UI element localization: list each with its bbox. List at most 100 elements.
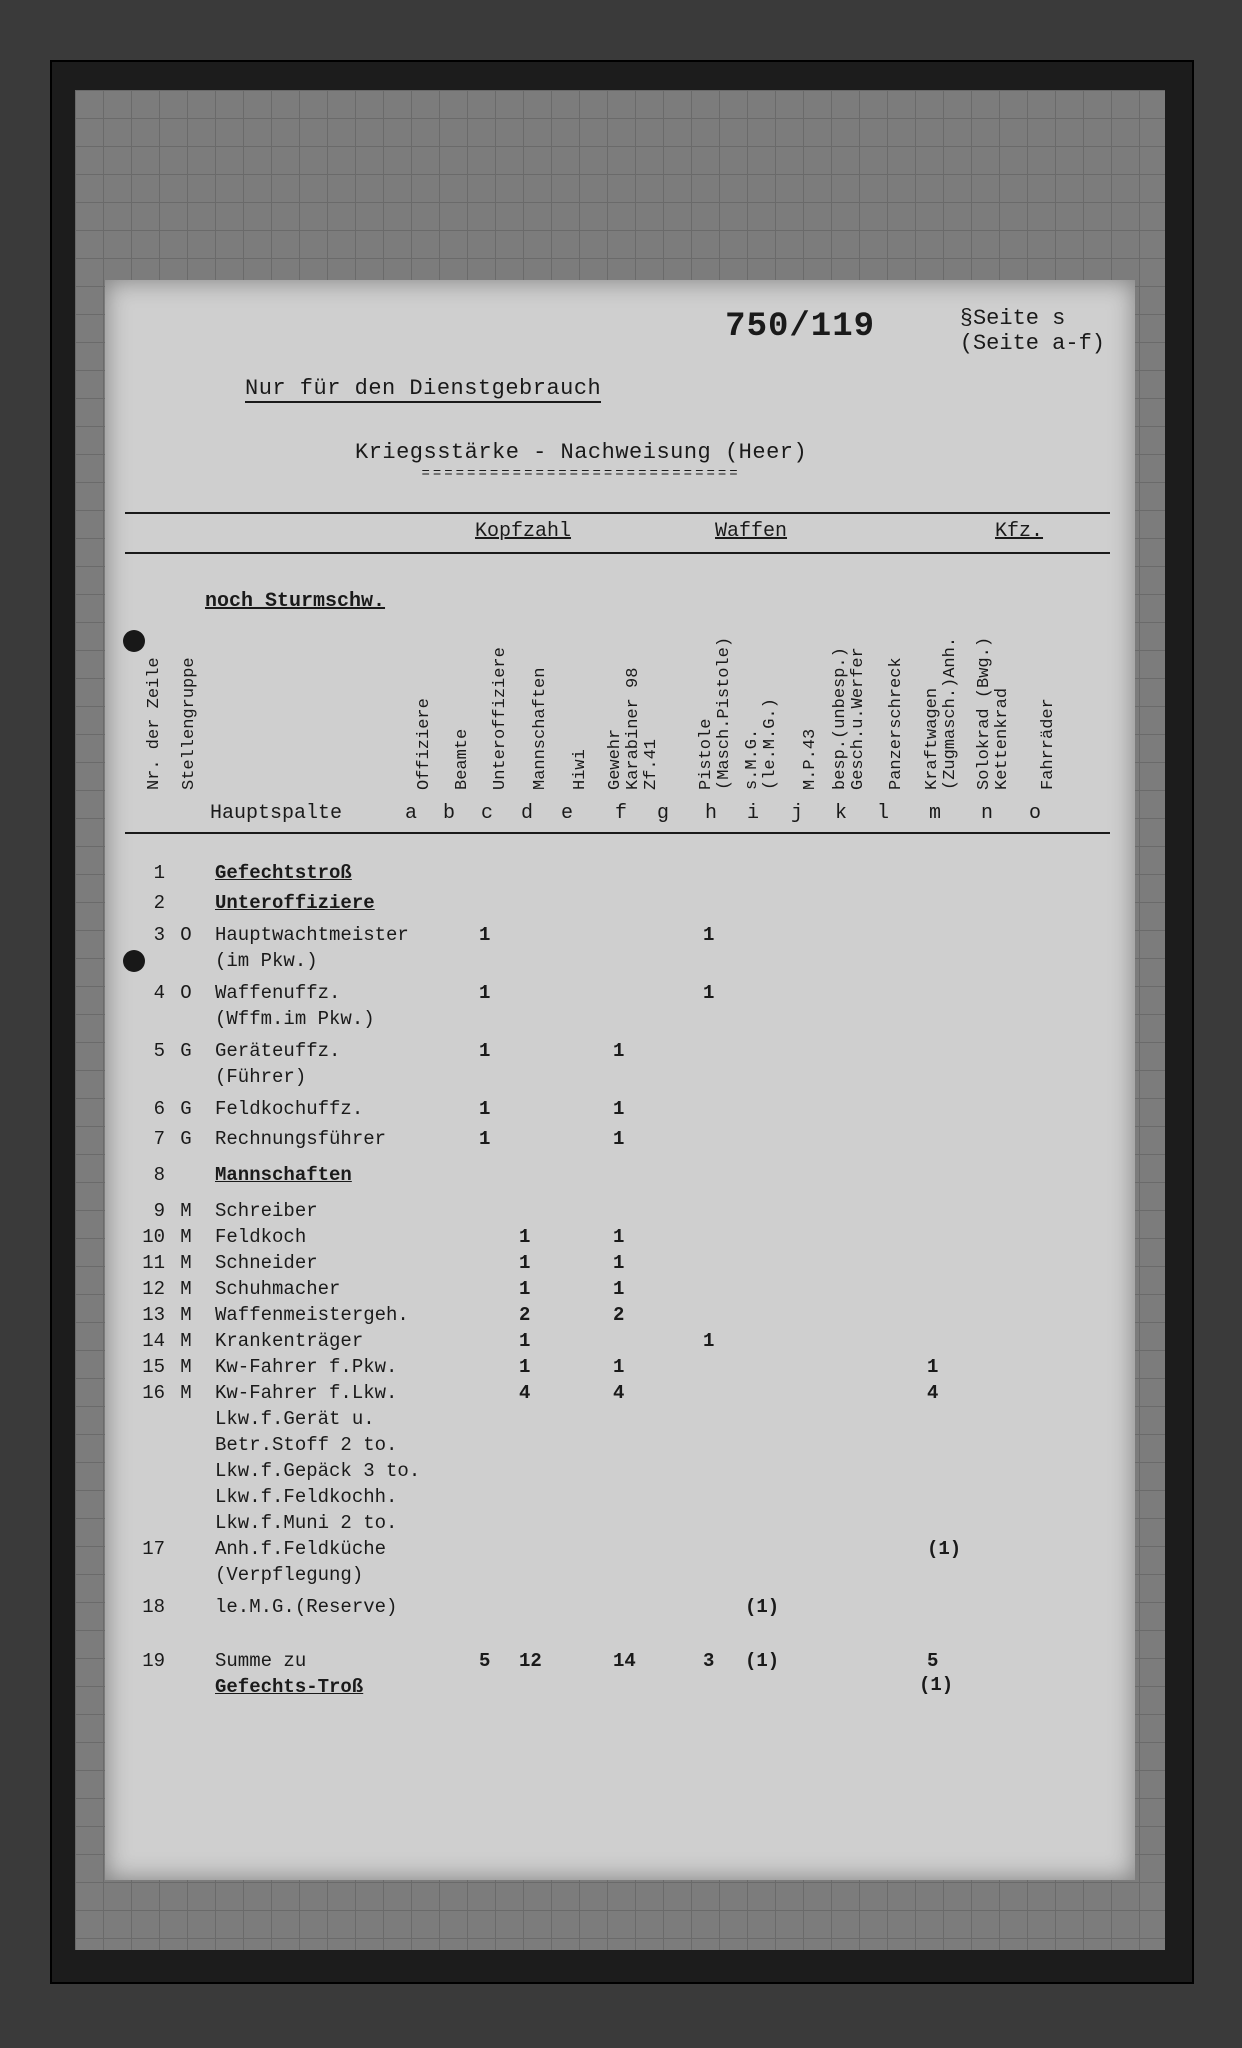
cell-m: 1 (927, 1356, 938, 1378)
cell-c: 1 (479, 1098, 490, 1120)
table-row: Lkw.f.Gepäck 3 to. (130, 1460, 420, 1482)
table-row: 19Summe zu (130, 1650, 306, 1672)
title-text: Kriegsstärke - Nachweisung (Heer) (355, 440, 807, 465)
document-paper: 750/119 §Seite s (Seite a-f) Nur für den… (105, 280, 1135, 1880)
cell-d: 4 (519, 1382, 530, 1404)
table-row: 10MFeldkoch (130, 1226, 306, 1248)
col-a: Offiziere (415, 698, 434, 790)
cell-m: 5 (927, 1650, 938, 1672)
row-desc: Kw-Fahrer f.Lkw. (215, 1382, 397, 1404)
cell-f: 1 (613, 1128, 624, 1150)
col-n-1: Solokrad (Bwg.) (975, 637, 994, 790)
row-desc: Waffenmeistergeh. (215, 1304, 409, 1326)
row-desc: Feldkochuffz. (215, 1098, 363, 1120)
col-letter-k: k (835, 802, 847, 825)
row-number: 3 (130, 924, 165, 946)
table-row: 1Gefechtstroß (130, 862, 352, 884)
row-sub: (im Pkw.) (130, 950, 318, 972)
cell-m2: (1) (919, 1674, 953, 1696)
col-l: Panzerschreck (887, 657, 906, 790)
row-desc: Hauptwachtmeister (215, 924, 409, 946)
rule-line (125, 832, 1110, 834)
rule-line (125, 512, 1110, 514)
row-group: G (171, 1098, 201, 1120)
cell-d: 1 (519, 1252, 530, 1274)
row-number: 7 (130, 1128, 165, 1150)
table-row: Lkw.f.Muni 2 to. (130, 1512, 397, 1534)
row-number: 2 (130, 892, 165, 914)
table-row: 3O Hauptwachtmeister (130, 924, 409, 946)
col-letter-m: m (929, 802, 941, 825)
table-row: 13MWaffenmeistergeh. (130, 1304, 409, 1326)
cell-m: (1) (927, 1538, 961, 1560)
row-number: 1 (130, 862, 165, 884)
cell-c: 1 (479, 1040, 490, 1062)
row-group: M (171, 1278, 201, 1300)
cell-c: 1 (479, 924, 490, 946)
col-i: M.P.43 (801, 729, 820, 790)
cell-f: 1 (613, 1040, 624, 1062)
row-desc: Schuhmacher (215, 1278, 340, 1300)
cell-d: 1 (519, 1278, 530, 1300)
title-underline: ============================ (355, 466, 807, 482)
row-number: 16 (130, 1382, 165, 1404)
row-group: O (171, 982, 201, 1004)
cell-d: 12 (519, 1650, 542, 1672)
cell-f: 1 (613, 1098, 624, 1120)
row-sub: (Führer) (130, 1066, 306, 1088)
table-row: 15MKw-Fahrer f.Pkw. (130, 1356, 397, 1378)
col-letter-a: a (405, 802, 417, 825)
row-group: M (171, 1330, 201, 1352)
row-number: 12 (130, 1278, 165, 1300)
col-f-1: Gewehr (607, 729, 624, 790)
rule-line (125, 552, 1110, 554)
col-letter-c: c (481, 802, 493, 825)
section-label: noch Sturmschw. (205, 590, 385, 613)
col-b: Beamte (453, 729, 472, 790)
cell-c: 5 (479, 1650, 490, 1672)
row-group: O (171, 924, 201, 946)
row-number: 19 (130, 1650, 165, 1672)
cell-f: 1 (613, 1226, 624, 1248)
row-desc: Mannschaften (215, 1164, 352, 1186)
col-m-2: (Zugmasch.)Anh. (941, 637, 960, 790)
col-h-1: s.M.G. (743, 729, 762, 790)
row-sub: (Verpflegung) (130, 1564, 363, 1586)
table-row: Betr.Stoff 2 to. (130, 1434, 397, 1456)
page-corner-note: §Seite s (Seite a-f) (960, 306, 1105, 357)
col-letter-o: o (1029, 802, 1041, 825)
row-desc: Lkw.f.Muni 2 to. (215, 1512, 397, 1534)
cell-d: 1 (519, 1356, 530, 1378)
row-number: 11 (130, 1252, 165, 1274)
table-row: 14MKrankenträger (130, 1330, 363, 1352)
table-row: 9MSchreiber (130, 1200, 318, 1222)
row-desc: Lkw.f.Feldkochh. (215, 1486, 397, 1508)
page-line2: (Seite a-f) (960, 331, 1105, 356)
hole-punch (123, 630, 145, 652)
row-number: 9 (130, 1200, 165, 1222)
table-row: 5GGeräteuffz. (130, 1040, 340, 1062)
col-letter-i: i (747, 802, 759, 825)
row-group: M (171, 1226, 201, 1248)
row-desc: Krankenträger (215, 1330, 363, 1352)
row-group: M (171, 1356, 201, 1378)
row-number: 17 (130, 1538, 165, 1560)
table-row: 7GRechnungsführer (130, 1128, 386, 1150)
table-row: Lkw.f.Feldkochh. (130, 1486, 397, 1508)
col-c: Unteroffiziere (491, 647, 510, 790)
col-letter-n: n (981, 802, 993, 825)
cell-f: 1 (613, 1278, 624, 1300)
row-group: M (171, 1200, 201, 1222)
cell-m: 4 (927, 1382, 938, 1404)
group-waffen: Waffen (715, 520, 787, 543)
col-f-3: Zf.41 (643, 739, 660, 790)
row-group: G (171, 1128, 201, 1150)
col-g-2: (Masch.Pistole) (715, 637, 734, 790)
cell-f: 1 (613, 1356, 624, 1378)
row-desc: le.M.G.(Reserve) (215, 1596, 397, 1618)
col-o: Fahrräder (1039, 698, 1058, 790)
row-desc: Feldkoch (215, 1226, 306, 1248)
row-desc: Geräteuffz. (215, 1040, 340, 1062)
group-kfz: Kfz. (995, 520, 1043, 543)
col-nr-zeile: Nr. der Zeile (145, 657, 164, 790)
